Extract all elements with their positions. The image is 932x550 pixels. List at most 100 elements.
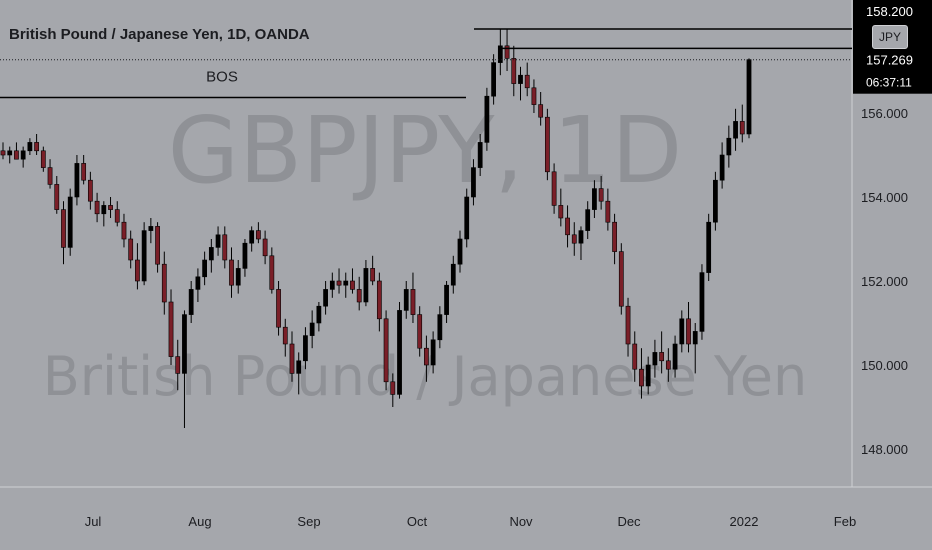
bos-annotation: BOS [206, 68, 238, 85]
candle-body [645, 364, 651, 387]
candle-body [565, 217, 570, 236]
candle-body [491, 62, 496, 97]
candle-body [336, 280, 342, 286]
watermark-symbol: GBPJPY, 1D [168, 97, 683, 204]
candle-body [739, 121, 745, 135]
candle-body [128, 238, 134, 261]
top-price-label-bg [853, 0, 932, 22]
candle-body [67, 196, 73, 248]
candle-body [605, 200, 611, 223]
price-tick-label: 156.000 [861, 106, 908, 121]
price-tick-label: 154.000 [861, 190, 908, 205]
candle-body [81, 163, 87, 181]
last-price-label: 157.269 [866, 53, 913, 68]
candle-body [168, 301, 174, 357]
candle-body [571, 234, 577, 244]
candle-body [672, 343, 678, 370]
candle-body [625, 305, 631, 345]
candle-body [665, 360, 671, 370]
candle-body [208, 247, 214, 261]
candle-body [40, 150, 46, 168]
candle-body [356, 289, 362, 303]
price-tick-label: 152.000 [861, 274, 908, 289]
candle-body [632, 343, 638, 370]
candle-body [612, 221, 617, 252]
candle-body [726, 137, 732, 156]
candle-body [397, 310, 402, 395]
candle-body [618, 251, 624, 307]
candle-body [437, 314, 443, 341]
time-tick-label: Aug [188, 514, 211, 529]
candle-body [410, 289, 416, 315]
candle-body [585, 209, 591, 231]
candle-body [444, 284, 449, 315]
candle-body [182, 314, 187, 374]
candle-body [141, 230, 147, 282]
candle-body [733, 121, 738, 139]
candle-body [370, 268, 376, 282]
candle-body [161, 263, 167, 303]
candle-body [719, 154, 725, 181]
candle-body [101, 205, 107, 215]
time-tick-label: Feb [834, 514, 856, 529]
candle-body [27, 142, 33, 152]
candle-body [363, 268, 369, 303]
top-price-label: 158.200 [866, 4, 913, 19]
candle-body [497, 45, 503, 63]
candle-body [242, 242, 248, 269]
candle-body [457, 238, 463, 265]
candle-body [484, 95, 490, 143]
candle-body [477, 142, 483, 168]
last-price-label-bg [853, 47, 932, 94]
candle-body [20, 150, 26, 160]
candle-body [54, 184, 60, 210]
candle-body [699, 272, 705, 332]
candle-body [235, 268, 241, 286]
candle-body [229, 259, 234, 286]
candle-body [376, 280, 382, 320]
candle-body [148, 226, 154, 231]
candle-body [114, 209, 120, 223]
candle-body [524, 74, 530, 89]
candle-body [578, 230, 584, 244]
chart-title: British Pound / Japanese Yen, 1D, OANDA [9, 26, 310, 43]
candle-body [417, 314, 423, 349]
candle-body [471, 167, 476, 198]
candle-body [659, 352, 665, 362]
candle-body [249, 230, 255, 244]
candle-body [713, 179, 718, 223]
candle-body [121, 221, 127, 240]
candle-body [403, 289, 409, 311]
candle-body [544, 116, 550, 173]
candle-body [276, 289, 281, 328]
candle-body [188, 289, 194, 315]
candle-body [390, 381, 396, 395]
candle-body [538, 104, 544, 118]
candle-body [289, 343, 295, 374]
candle-body [87, 179, 93, 202]
candle-body [296, 360, 302, 374]
candle-body [135, 259, 140, 282]
candle-body [282, 326, 288, 345]
candle-body [323, 289, 328, 307]
candle-body [0, 150, 6, 156]
candle-body [329, 280, 335, 290]
countdown-label: 06:37:11 [866, 76, 912, 90]
candle-body [175, 356, 181, 374]
candle-body [269, 255, 275, 290]
candle-body [518, 74, 523, 84]
time-tick-label: 2022 [730, 514, 759, 529]
currency-button[interactable]: JPY [872, 25, 908, 49]
candle-body [686, 318, 691, 345]
candle-body [155, 226, 160, 265]
candle-body [74, 163, 80, 198]
candle-body [309, 322, 315, 336]
time-tick-label: Jul [85, 514, 102, 529]
candles-group [0, 29, 752, 428]
price-tick-label: 150.000 [861, 358, 908, 373]
candle-body [531, 87, 537, 105]
time-tick-label: Oct [407, 514, 428, 529]
candle-body [316, 305, 322, 324]
candle-body [450, 263, 456, 286]
